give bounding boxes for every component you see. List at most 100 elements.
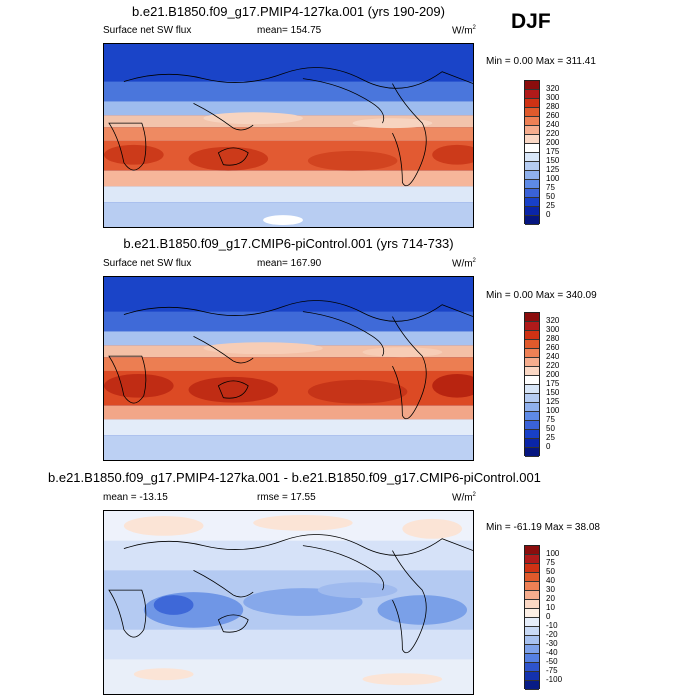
panel-3-colorbar-tick: -75 [546, 666, 558, 675]
panel-2-colorbar-swatch [525, 448, 539, 457]
panel-2-colorbar-swatch [525, 358, 539, 367]
panel-2-colorbar-tick: 125 [546, 397, 560, 406]
panel-3-colorbar-tick: 30 [546, 585, 555, 594]
panel-1-units: W/m2 [452, 25, 476, 37]
panel-3-colorbar-swatch [525, 654, 539, 663]
panel-3-min-max: Min = -61.19 Max = 38.08 [486, 522, 600, 533]
panel-3-map [103, 510, 474, 695]
panel-3-colorbar [524, 545, 540, 690]
panel-3-colorbar-tick: 100 [546, 549, 560, 558]
panel-1-map [103, 43, 474, 228]
panel-1-colorbar-swatch [525, 207, 539, 216]
panel-2-map [103, 276, 474, 461]
panel-1-colorbar-tick: 100 [546, 174, 560, 183]
panel-2-colorbar-tick: 175 [546, 379, 560, 388]
panel-2-colorbar-swatch [525, 403, 539, 412]
panel-3-colorbar-swatch [525, 573, 539, 582]
panel-3-colorbar-tick: -30 [546, 639, 558, 648]
panel-2-colorbar-swatch [525, 322, 539, 331]
panel-2-colorbar-swatch [525, 367, 539, 376]
panel-1-colorbar-tick: 0 [546, 210, 551, 219]
panel-1-colorbar-swatch [525, 171, 539, 180]
panel-3-colorbar-swatch [525, 609, 539, 618]
panel-1-colorbar-tick: 280 [546, 102, 560, 111]
panel-2-colorbar-swatch [525, 385, 539, 394]
panel-2-colorbar [524, 312, 540, 457]
panel-3-colorbar-swatch [525, 555, 539, 564]
panel-1-colorbar-tick: 240 [546, 120, 560, 129]
panel-1-mean-label: mean= 154.75 [257, 25, 322, 36]
panel-2-colorbar-tick: 320 [546, 316, 560, 325]
panel-1-colorbar-tick: 200 [546, 138, 560, 147]
panel-1-colorbar-swatch [525, 81, 539, 90]
panel-3-colorbar-swatch [525, 672, 539, 681]
panel-2-variable-label: Surface net SW flux [103, 258, 192, 269]
panel-3-colorbar-swatch [525, 582, 539, 591]
panel-1-colorbar-swatch [525, 162, 539, 171]
panel-3-colorbar-tick: 50 [546, 567, 555, 576]
panel-1-colorbar-swatch [525, 126, 539, 135]
panel-1-colorbar-swatch [525, 117, 539, 126]
panel-3-colorbar-swatch [525, 627, 539, 636]
panel-1-colorbar-tick: 220 [546, 129, 560, 138]
season-label: DJF [511, 10, 551, 33]
panel-3-units: W/m2 [452, 492, 476, 504]
panel-2-colorbar-tick: 200 [546, 370, 560, 379]
panel-3-colorbar-tick: 75 [546, 558, 555, 567]
panel-3-colorbar-tick: 10 [546, 603, 555, 612]
panel-3-colorbar-tick: 0 [546, 612, 551, 621]
panel-2-colorbar-swatch [525, 331, 539, 340]
panel-2-map-field [104, 277, 473, 460]
panel-3-colorbar-tick: 20 [546, 594, 555, 603]
panel-2-colorbar-swatch [525, 313, 539, 322]
panel-2-units: W/m2 [452, 258, 476, 270]
panel-1-title: b.e21.B1850.f09_g17.PMIP4-127ka.001 (yrs… [132, 4, 445, 19]
panel-1-colorbar-tick: 150 [546, 156, 560, 165]
panel-3-colorbar-tick: -100 [546, 675, 563, 684]
panel-3-colorbar-swatch [525, 546, 539, 555]
panel-3-rmse-label: rmse = 17.55 [257, 492, 316, 503]
panel-2-colorbar-swatch [525, 439, 539, 448]
panel-2-colorbar-tick: 50 [546, 424, 555, 433]
panel-1-colorbar-tick: 320 [546, 84, 560, 93]
panel-2-mean-label: mean= 167.90 [257, 258, 322, 269]
panel-1-colorbar-swatch [525, 99, 539, 108]
panel-1-colorbar-swatch [525, 108, 539, 117]
panel-1-colorbar-tick: 300 [546, 93, 560, 102]
panel-1-colorbar-swatch [525, 144, 539, 153]
panel-1-map-field [104, 44, 473, 227]
panel-1-min-max: Min = 0.00 Max = 311.41 [486, 56, 596, 67]
panel-3-colorbar-swatch [525, 681, 539, 690]
panel-1-colorbar-swatch [525, 153, 539, 162]
panel-2-colorbar-swatch [525, 349, 539, 358]
panel-1-colorbar [524, 80, 540, 225]
panel-1-colorbar-swatch [525, 135, 539, 144]
panel-3-colorbar-swatch [525, 591, 539, 600]
panel-2-colorbar-tick: 0 [546, 442, 551, 451]
panel-2-colorbar-tick: 100 [546, 406, 560, 415]
panel-3-colorbar-swatch [525, 636, 539, 645]
panel-2-colorbar-swatch [525, 394, 539, 403]
panel-2-colorbar-swatch [525, 340, 539, 349]
panel-3-colorbar-swatch [525, 564, 539, 573]
panel-3-mean-label: mean = -13.15 [103, 492, 168, 503]
panel-3-map-field [104, 511, 473, 694]
panel-3-colorbar-tick: -20 [546, 630, 558, 639]
panel-1-colorbar-swatch [525, 198, 539, 207]
panel-1-colorbar-swatch [525, 90, 539, 99]
panel-3-colorbar-tick: 40 [546, 576, 555, 585]
panel-3-colorbar-swatch [525, 645, 539, 654]
panel-2-colorbar-swatch [525, 430, 539, 439]
panel-1-colorbar-tick: 50 [546, 192, 555, 201]
panel-2-colorbar-tick: 300 [546, 325, 560, 334]
panel-2-colorbar-tick: 240 [546, 352, 560, 361]
panel-3-title: b.e21.B1850.f09_g17.PMIP4-127ka.001 - b.… [48, 470, 541, 485]
panel-1-colorbar-tick: 25 [546, 201, 555, 210]
panel-2-title: b.e21.B1850.f09_g17.CMIP6-piControl.001 … [123, 236, 454, 251]
panel-2-colorbar-swatch [525, 421, 539, 430]
panel-1-colorbar-swatch [525, 180, 539, 189]
panel-3-colorbar-swatch [525, 600, 539, 609]
panel-3-colorbar-swatch [525, 663, 539, 672]
panel-2-colorbar-tick: 150 [546, 388, 560, 397]
panel-3-colorbar-tick: -50 [546, 657, 558, 666]
